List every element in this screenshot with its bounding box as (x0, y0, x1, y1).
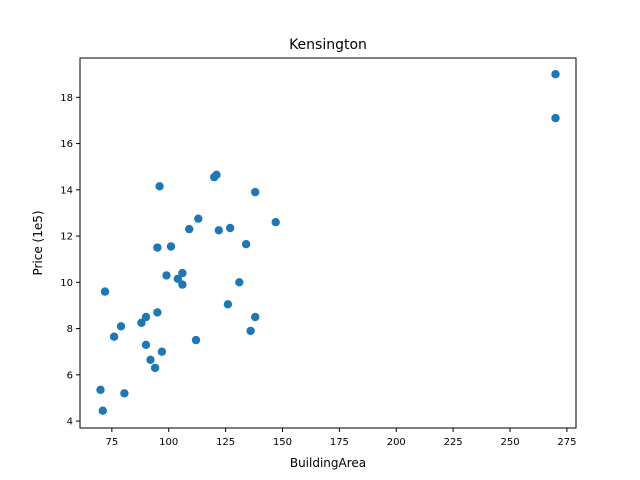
plot-area: 75 100 125 150 175 200 225 250 275 4 6 8 10 12 14 16 18 (60, 57, 577, 448)
x-tick-label: 225 (444, 437, 463, 448)
x-tick-label: 200 (387, 437, 406, 448)
data-point (551, 113, 560, 123)
data-point (214, 226, 223, 235)
y-tick-label: 10 (60, 278, 73, 289)
y-tick-label: 14 (60, 185, 73, 196)
y-tick-label: 12 (60, 232, 73, 243)
x-tick-label: 175 (330, 437, 349, 448)
data-point (96, 385, 105, 394)
y-tick-label: 16 (60, 139, 73, 150)
chart-title: Kensington (289, 37, 367, 53)
data-point (120, 389, 129, 398)
x-tick-label: 125 (216, 437, 235, 448)
data-point (178, 268, 187, 278)
y-tick-label: 18 (60, 93, 73, 104)
data-point (153, 308, 162, 317)
x-tick-label: 150 (273, 437, 292, 448)
data-point (137, 318, 146, 327)
data-point (116, 322, 126, 331)
data-point (109, 332, 119, 341)
data-point (235, 278, 244, 287)
data-points (96, 70, 560, 415)
data-point (194, 214, 203, 223)
data-point (212, 170, 221, 179)
x-axis-ticks: 75 100 125 150 175 200 225 250 275 (105, 428, 576, 448)
data-point (150, 363, 160, 373)
y-tick-label: 8 (67, 324, 73, 335)
data-point (146, 355, 155, 364)
data-point (271, 218, 280, 227)
data-point (178, 280, 187, 289)
data-point (191, 335, 201, 345)
x-tick-label: 275 (557, 437, 576, 448)
data-point (98, 406, 108, 415)
data-point (157, 347, 167, 356)
data-point (100, 287, 110, 296)
data-point (241, 240, 251, 249)
data-point (246, 326, 255, 336)
data-point (162, 271, 171, 280)
data-point (155, 182, 164, 191)
data-point (251, 187, 260, 197)
y-axis-title: Price (1e5) (31, 210, 45, 275)
y-tick-label: 6 (67, 370, 73, 381)
x-axis-title: BuildingArea (290, 456, 366, 470)
x-tick-label: 250 (500, 437, 519, 448)
y-axis-ticks: 4 6 8 10 12 14 16 18 (60, 93, 80, 428)
data-point (226, 223, 235, 233)
data-point (173, 274, 182, 283)
data-point (223, 300, 233, 309)
y-tick-label: 4 (67, 417, 73, 428)
data-point (251, 312, 260, 322)
x-tick-label: 100 (159, 437, 178, 448)
data-point (141, 340, 151, 349)
axes-frame (79, 57, 577, 429)
data-point (166, 242, 176, 251)
data-point (141, 312, 151, 322)
data-point (185, 224, 194, 234)
data-point (153, 243, 162, 252)
x-tick-label: 75 (105, 437, 118, 448)
data-point (551, 70, 560, 79)
